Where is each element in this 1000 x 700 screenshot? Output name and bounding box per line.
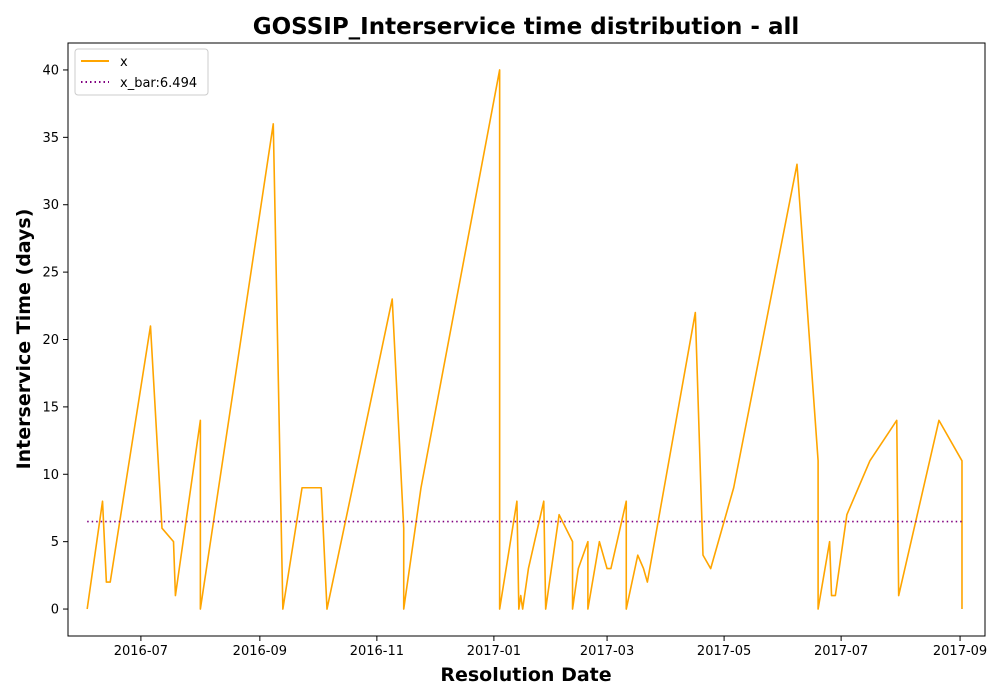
series-layer bbox=[86, 69, 963, 610]
series-line-x bbox=[86, 69, 963, 610]
y-axis: 0 5 10 15 20 25 30 35 40 bbox=[42, 63, 68, 618]
chart-title: GOSSIP_Interservice time distribution - … bbox=[253, 14, 800, 40]
x-tick-label: 2017-09 bbox=[933, 644, 987, 659]
legend-label-x-bar: x_bar:6.494 bbox=[120, 76, 197, 91]
x-tick-label: 2017-01 bbox=[467, 644, 521, 659]
y-tick-label: 10 bbox=[42, 468, 59, 483]
legend-label-x: x bbox=[120, 55, 128, 70]
plot-area bbox=[67, 42, 986, 637]
x-tick-label: 2017-05 bbox=[697, 644, 751, 659]
y-tick-label: 25 bbox=[42, 266, 59, 281]
y-tick-label: 30 bbox=[42, 198, 59, 213]
y-tick-label: 20 bbox=[42, 333, 59, 348]
x-tick-label: 2017-03 bbox=[580, 644, 634, 659]
y-axis-label: Interservice Time (days) bbox=[13, 209, 35, 470]
legend: x x_bar:6.494 bbox=[74, 48, 209, 96]
y-tick-label: 0 bbox=[51, 603, 59, 618]
x-tick-label: 2016-09 bbox=[233, 644, 287, 659]
plot-frame bbox=[67, 42, 986, 637]
x-tick-label: 2017-07 bbox=[814, 644, 868, 659]
y-tick-label: 15 bbox=[42, 400, 59, 415]
y-tick-label: 35 bbox=[42, 131, 59, 146]
x-tick-label: 2016-07 bbox=[114, 644, 168, 659]
y-tick-label: 5 bbox=[51, 535, 59, 550]
x-axis: 2016-07 2016-09 2016-11 2017-01 2017-03 2017-… bbox=[114, 636, 987, 659]
x-axis-label: Resolution Date bbox=[440, 664, 611, 686]
y-tick-label: 40 bbox=[42, 63, 59, 78]
x-tick-label: 2016-11 bbox=[350, 644, 404, 659]
